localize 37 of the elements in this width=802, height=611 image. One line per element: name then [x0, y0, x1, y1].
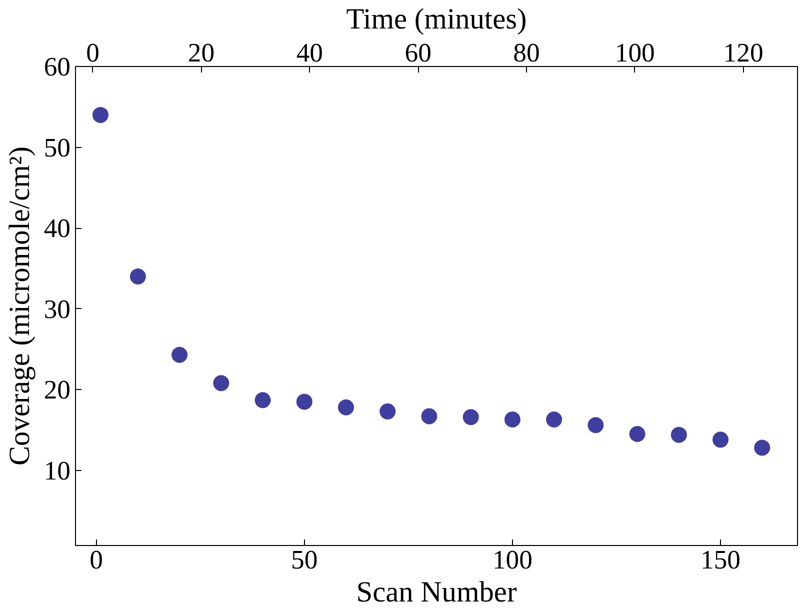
x-tick-label: 0	[90, 544, 103, 574]
y-tick-label: 10	[44, 455, 70, 486]
y-tick-label: 30	[44, 294, 70, 324]
point	[754, 440, 770, 456]
point	[92, 106, 108, 123]
x2-tick-label: 60	[404, 38, 432, 68]
x-tick-label: 100	[492, 544, 532, 574]
point	[588, 417, 604, 434]
point	[546, 412, 562, 428]
y-tick-label: 40	[44, 213, 70, 244]
x-axis-title: Scan Number	[356, 576, 517, 608]
y-tick-label: 60	[44, 52, 70, 82]
point	[130, 268, 146, 284]
point	[462, 409, 479, 426]
x-tick-label: 150	[700, 544, 741, 574]
x2-tick-label: 80	[513, 38, 540, 68]
point	[712, 432, 729, 448]
point	[629, 426, 646, 442]
point	[338, 399, 354, 416]
x2-tick-label: 40	[296, 38, 323, 68]
x2-tick-label: 20	[188, 38, 215, 68]
point	[296, 394, 312, 410]
point	[670, 426, 687, 443]
point	[504, 412, 520, 428]
point	[380, 403, 396, 420]
x2-axis-title: Time (minutes)	[346, 4, 527, 36]
y-tick-label: 20	[44, 374, 70, 405]
point	[254, 392, 271, 408]
y-tick-label: 50	[44, 132, 70, 162]
point	[421, 408, 438, 424]
x2-tick-label: 0	[86, 38, 100, 68]
point	[213, 375, 230, 392]
y-axis-title: Coverage (micromole/cm²)	[4, 146, 36, 466]
x2-tick-label: 120	[723, 38, 764, 68]
x-tick-label: 50	[291, 544, 318, 574]
x2-tick-label: 100	[614, 38, 655, 68]
point	[172, 346, 188, 363]
